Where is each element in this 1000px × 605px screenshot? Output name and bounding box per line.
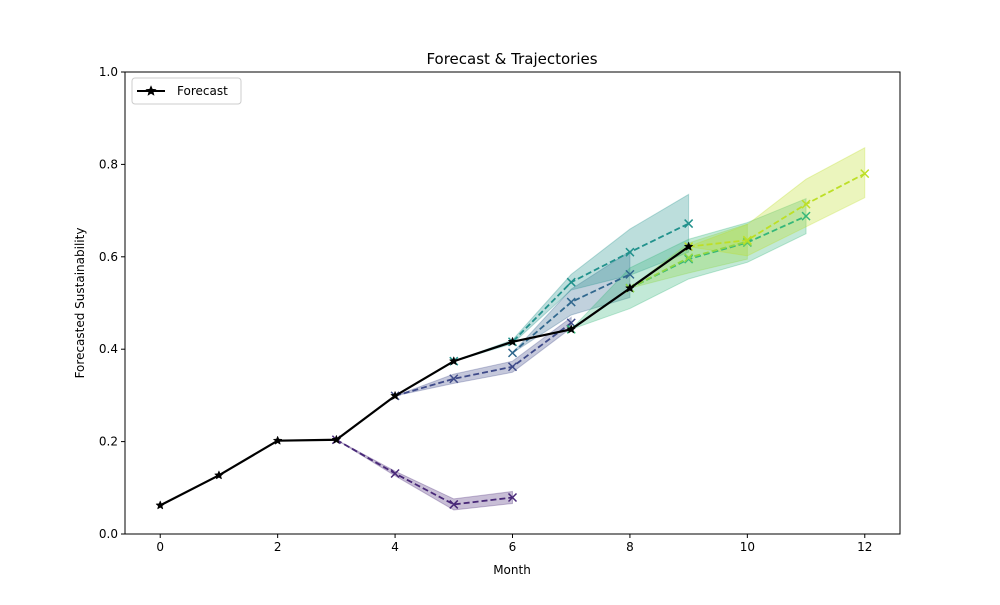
trajectory-point-6-2 xyxy=(801,199,811,209)
forecast-point-4 xyxy=(390,390,400,401)
x-tick-label-12: 12 xyxy=(857,540,872,554)
legend-forecast-marker xyxy=(145,85,157,96)
x-tick-label-4: 4 xyxy=(391,540,399,554)
forecast-point-3 xyxy=(331,434,342,444)
y-axis-label: Forecasted Sustainability xyxy=(73,228,87,379)
forecast-point-8 xyxy=(625,283,635,293)
trajectory-point-3-4 xyxy=(684,219,694,229)
forecast-point-7 xyxy=(566,324,577,334)
trajectory-point-6-3 xyxy=(860,169,870,179)
x-axis-label: Month xyxy=(493,563,531,577)
forecast-point-6 xyxy=(507,336,518,346)
y-tick-label-0.6: 0.6 xyxy=(99,250,118,264)
trajectory-point-4-2 xyxy=(684,254,694,264)
trajectory-line-0 xyxy=(335,438,513,506)
confidence-bands xyxy=(336,146,866,511)
y-tick-label-0.8: 0.8 xyxy=(99,157,118,171)
trajectory-point-2-2 xyxy=(625,269,635,279)
legend: Forecast xyxy=(131,77,242,105)
trajectory-point-1-2 xyxy=(507,362,518,372)
trajectory-point-2-1 xyxy=(566,297,576,307)
x-tick-label-0: 0 xyxy=(156,540,164,554)
y-tick-label-0.4: 0.4 xyxy=(99,342,118,356)
y-tick-label-0: 0.0 xyxy=(99,527,118,541)
forecast-series xyxy=(155,241,694,510)
forecast-point-9 xyxy=(683,241,694,251)
trajectory-point-2-0 xyxy=(507,348,518,358)
forecast-point-5 xyxy=(448,356,459,366)
trajectory-point-3-3 xyxy=(625,247,635,257)
trajectory-line-1 xyxy=(394,322,572,397)
trajectory-point-0-1 xyxy=(390,468,400,479)
x-tick-label-10: 10 xyxy=(740,540,755,554)
x-tick-label-2: 2 xyxy=(274,540,282,554)
forecast-point-1 xyxy=(214,470,224,480)
confidence-band-0 xyxy=(336,439,513,511)
plot-frame xyxy=(124,71,901,535)
trajectory-point-3-2 xyxy=(566,277,576,287)
trajectory-point-1-1 xyxy=(449,374,459,384)
axes: 0 2 4 6 8 10 12 0.0 0.2 0.4 0.6 0.8 1.0 xyxy=(99,65,901,554)
y-tick-label-1: 1.0 xyxy=(99,65,118,79)
forecast-point-2 xyxy=(272,435,283,445)
trajectory-point-1-3 xyxy=(566,318,576,328)
forecast-point-0 xyxy=(155,500,166,510)
legend-forecast-label: Forecast xyxy=(177,84,228,98)
y-tick-label-0.2: 0.2 xyxy=(99,435,118,449)
legend-box xyxy=(131,77,242,105)
trajectory-point-0-2 xyxy=(449,499,459,509)
confidence-band-6 xyxy=(686,146,866,257)
chart-title: Forecast & Trajectories xyxy=(426,50,597,68)
trajectory-point-0-3 xyxy=(507,492,518,503)
x-tick-label-6: 6 xyxy=(509,540,517,554)
trajectory-point-5-1 xyxy=(684,253,694,263)
trajectory-point-4-4 xyxy=(801,211,811,221)
trajectory-point-6-1 xyxy=(742,235,752,245)
trajectory-line-6 xyxy=(688,172,866,248)
forecast-line xyxy=(159,245,690,507)
x-tick-label-8: 8 xyxy=(626,540,634,554)
trajectory-point-5-2 xyxy=(742,237,752,247)
